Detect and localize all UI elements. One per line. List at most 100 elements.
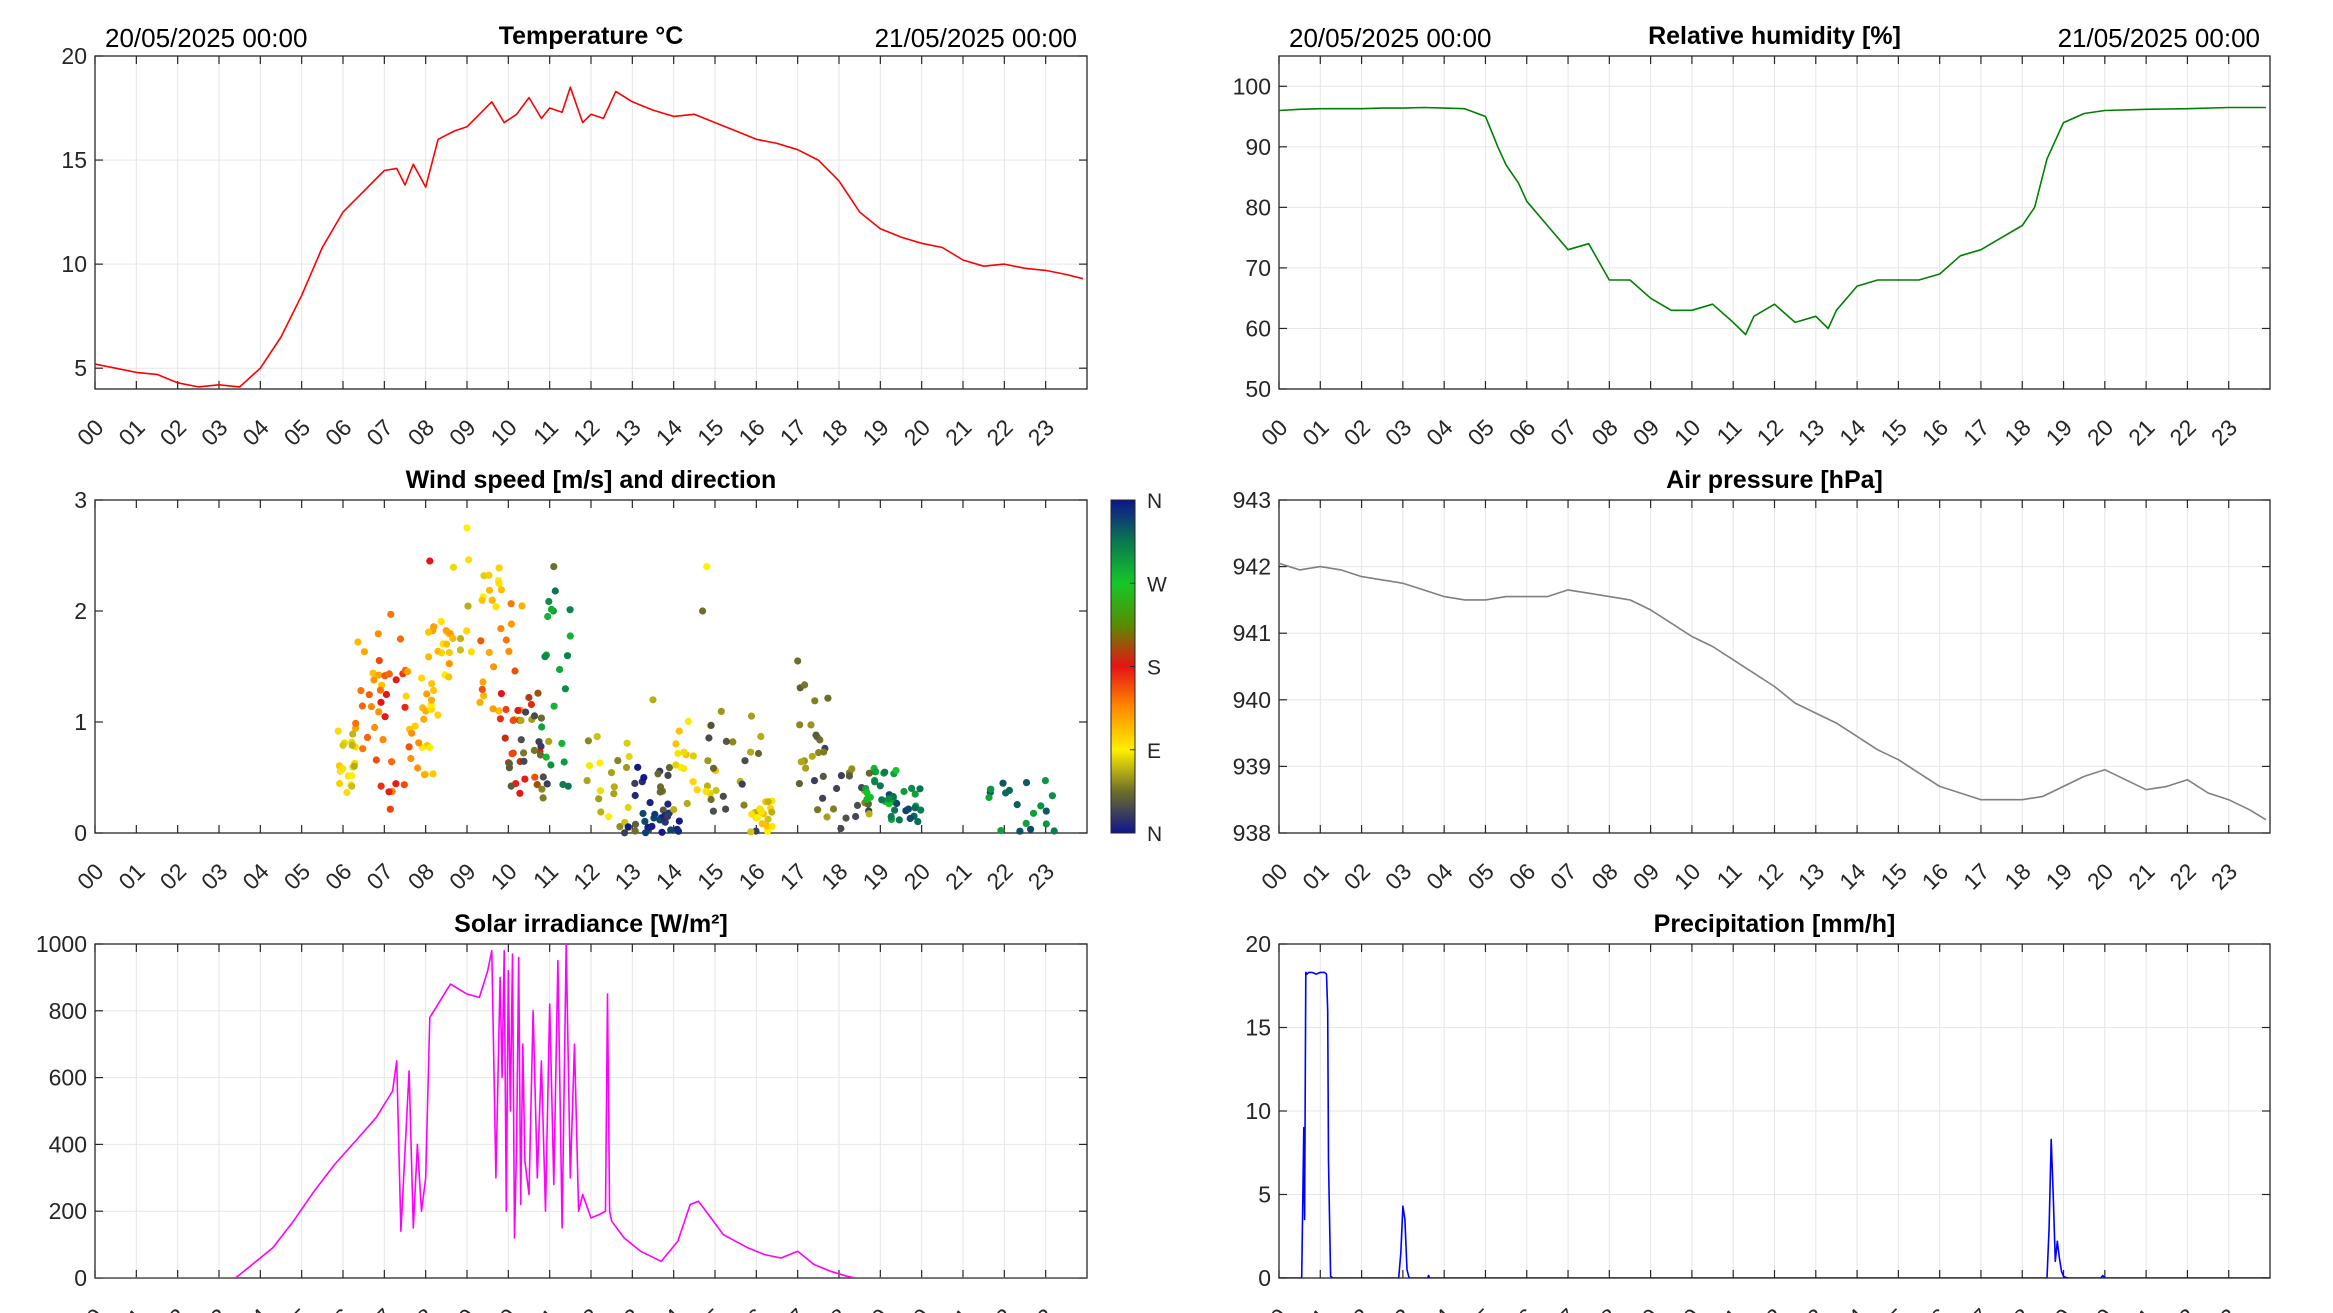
wind-point	[885, 795, 893, 803]
wind-point	[497, 586, 505, 594]
wind-point	[648, 822, 656, 831]
x-tick-label: 20	[899, 414, 935, 450]
wind-point	[411, 722, 419, 730]
x-tick-label: 20	[899, 858, 935, 894]
wind-point	[544, 612, 552, 621]
wind-point	[445, 660, 453, 668]
x-tick-label: 03	[196, 858, 232, 894]
wind-point	[386, 805, 394, 813]
wind-point	[802, 764, 810, 772]
x-tick-label: 10	[485, 1303, 521, 1313]
y-tick-label: 940	[1233, 687, 1271, 713]
wind-point	[642, 829, 650, 837]
x-tick-label: 05	[1463, 1303, 1499, 1313]
wind-point	[863, 789, 871, 797]
wind-point	[703, 563, 711, 571]
wind-point	[795, 780, 804, 788]
wind-point	[740, 801, 748, 809]
wind-point	[605, 813, 613, 821]
wind-point	[689, 752, 698, 760]
y-tick-label: 600	[49, 1065, 87, 1091]
x-tick-label: 15	[1875, 1303, 1911, 1313]
x-tick-label: 00	[1256, 1303, 1292, 1313]
wind-point	[753, 814, 761, 822]
wind-point	[556, 665, 564, 674]
wind-point	[801, 681, 809, 689]
wind-point	[415, 739, 423, 747]
wind-point	[492, 603, 500, 611]
x-tick-label: 23	[2206, 858, 2242, 894]
wind-point	[485, 648, 493, 657]
wind-point	[445, 673, 453, 681]
x-tick-label: 11	[528, 1303, 563, 1313]
x-tick-label: 12	[1752, 858, 1788, 894]
x-tick-label: 17	[1958, 858, 1994, 894]
y-tick-label: 400	[49, 1131, 87, 1157]
wind-point	[584, 737, 593, 745]
wind-point	[1042, 820, 1050, 828]
wind-point	[430, 623, 438, 631]
x-tick-label: 18	[816, 414, 852, 450]
wind-point	[658, 828, 666, 836]
wind-point	[693, 786, 701, 794]
temperature-series-line	[95, 86, 1084, 388]
wind-point	[387, 610, 395, 618]
x-tick-label: 21	[940, 1303, 976, 1313]
pressure-chart: 938 939 940 941 942 943 00 01 02 03 04 05 06 07 08 09 10…	[1233, 466, 2271, 895]
wind-point	[396, 635, 405, 643]
wind-point	[564, 782, 572, 790]
wind-point	[906, 814, 914, 823]
wind-point	[517, 736, 525, 744]
wind-point	[916, 785, 924, 793]
wind-point	[917, 806, 925, 814]
x-tick-label: 11	[528, 414, 563, 449]
x-tick-label: 01	[1297, 858, 1333, 894]
x-tick-label: 08	[403, 414, 439, 450]
wind-point	[623, 739, 631, 747]
wind-point	[420, 715, 428, 723]
wind-point	[845, 772, 854, 780]
wind-point	[425, 653, 433, 661]
wind-point	[722, 805, 730, 813]
x-tick-label: 22	[2164, 1303, 2200, 1313]
wind-point	[764, 798, 772, 806]
date-start-label: 20/05/2025 00:00	[105, 23, 307, 53]
x-tick-label: 01	[1297, 1303, 1333, 1313]
wind-point	[837, 824, 845, 833]
wind-point	[414, 764, 422, 772]
wind-point	[558, 739, 566, 748]
x-tick-label: 22	[2164, 858, 2200, 894]
x-tick-label: 06	[1504, 858, 1540, 894]
wind-point	[531, 773, 539, 781]
wind-point	[900, 787, 908, 796]
x-tick-label: 02	[1339, 1303, 1375, 1313]
wind-point	[538, 785, 546, 793]
wind-point	[495, 707, 503, 715]
wind-point	[490, 663, 498, 671]
wind-point	[443, 640, 451, 648]
wind-point	[381, 713, 389, 721]
x-tick-label: 21	[940, 414, 976, 450]
x-tick-label: 17	[775, 414, 811, 450]
x-tick-label: 16	[1917, 414, 1953, 450]
wind-point	[893, 799, 901, 808]
x-tick-label: 03	[196, 1303, 232, 1313]
wind-point	[871, 778, 879, 786]
wind-point	[985, 793, 993, 802]
x-tick-label: 22	[981, 1303, 1017, 1313]
wind-point	[375, 657, 383, 665]
wind-point	[424, 628, 433, 636]
x-tick-label: 13	[1793, 414, 1829, 450]
wind-point	[464, 602, 472, 610]
wind-point	[480, 692, 488, 700]
wind-point	[489, 705, 497, 713]
wind-point	[610, 790, 618, 798]
wind-point	[539, 794, 547, 802]
humidity-series-line	[1279, 106, 2266, 336]
wind-point	[534, 689, 542, 697]
x-tick-label: 06	[320, 414, 356, 450]
wind-point	[814, 806, 822, 814]
x-tick-label: 18	[816, 858, 852, 894]
